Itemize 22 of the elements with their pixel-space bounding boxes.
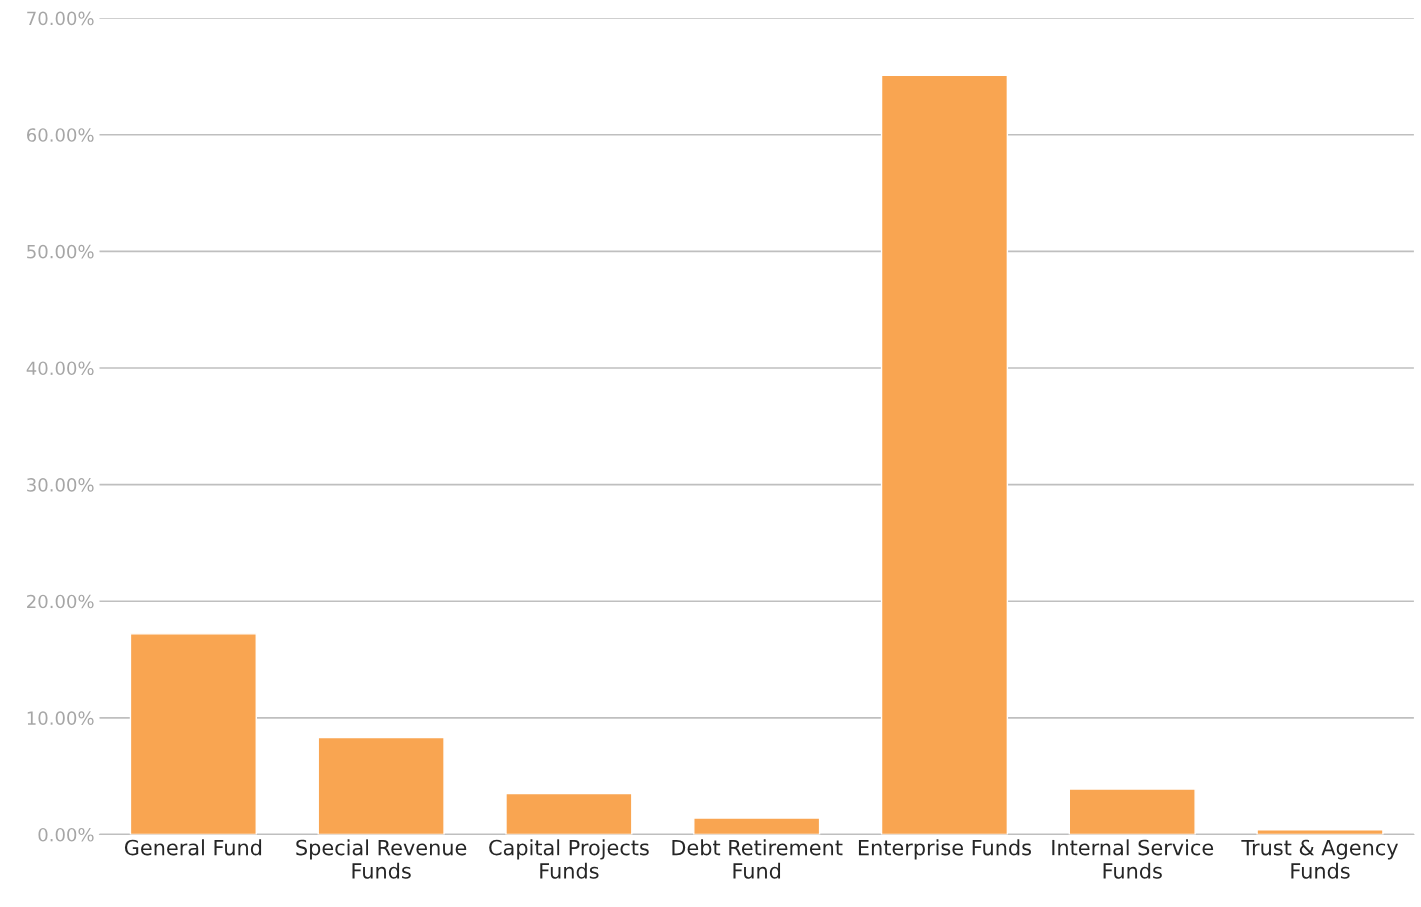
y-tick-label: 40.00% xyxy=(26,361,94,376)
y-tick-label: 10.00% xyxy=(27,711,94,725)
x-tick-label: Enterprise Funds xyxy=(858,839,1031,860)
y-tick-label: 60.00% xyxy=(27,128,94,142)
x-tick-label: General Fund xyxy=(124,839,262,856)
y-tick-label: 0.00% xyxy=(38,827,94,842)
bar xyxy=(505,792,633,835)
x-tick-label: Internal Service Funds xyxy=(1052,839,1214,879)
bar xyxy=(1068,788,1196,835)
bar xyxy=(317,736,445,835)
bar xyxy=(1256,829,1384,835)
bar xyxy=(129,633,257,835)
y-tick-label: 50.00% xyxy=(27,244,94,259)
x-tick-label: Trust & Agency Funds xyxy=(1241,839,1398,879)
x-tick-label: Debt Retirement Fund xyxy=(672,839,843,879)
y-tick-label: 30.00% xyxy=(27,478,94,492)
y-tick-label: 20.00% xyxy=(27,594,94,609)
x-tick-label: Special Revenue Funds xyxy=(296,839,467,879)
bar xyxy=(693,817,821,835)
y-tick-label: 70.00% xyxy=(27,11,94,26)
bar xyxy=(880,74,1009,835)
x-tick-label: Capital Projects Funds xyxy=(489,839,649,879)
